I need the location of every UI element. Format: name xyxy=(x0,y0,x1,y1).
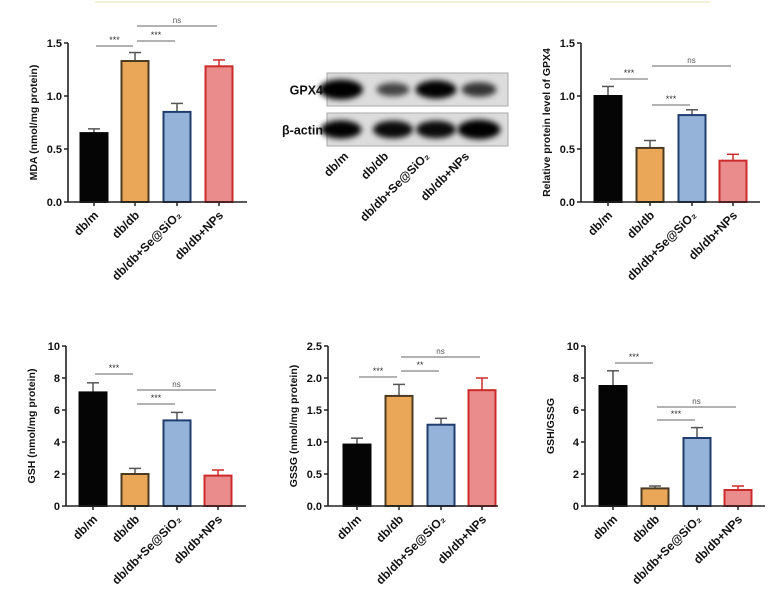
significance-label: *** xyxy=(624,68,635,78)
significance-label: ns xyxy=(692,397,700,406)
significance-label: *** xyxy=(109,363,120,373)
x-tick-label: db/m xyxy=(71,208,101,238)
significance-label: *** xyxy=(151,393,162,403)
y-axis-label: Relative protein level of GPX4 xyxy=(541,48,553,197)
x-tick-label: db/db xyxy=(109,512,142,545)
significance-label: ns xyxy=(436,347,444,356)
y-tick-label: 1.5 xyxy=(560,38,575,50)
y-tick-label: 10 xyxy=(567,341,579,353)
blot-band xyxy=(416,120,456,139)
y-tick-label: 8 xyxy=(54,373,60,385)
bar-1 xyxy=(342,443,372,507)
significance-label: *** xyxy=(666,94,677,104)
bar-1 xyxy=(79,132,109,204)
blot-band xyxy=(319,79,363,100)
blot-row-2: β-actin xyxy=(282,112,509,147)
significance-label: ns xyxy=(172,380,180,389)
y-tick-label: 6 xyxy=(54,405,60,417)
y-axis-label: MDA (nmol/mg protein) xyxy=(28,65,40,181)
significance-label: *** xyxy=(629,352,640,362)
bar-1 xyxy=(78,391,108,507)
x-tick-label: db/db xyxy=(629,512,662,545)
bar-2 xyxy=(640,487,670,507)
y-tick-label: 1.5 xyxy=(47,38,62,50)
x-tick-label: db/m xyxy=(334,512,364,542)
significance-label: *** xyxy=(373,366,384,376)
chart-panel-4: 0.0 0.5 1.0 1.5 2.0 2.5 GSSG (nmol/mg protein)… xyxy=(288,341,498,587)
y-tick-label: 8 xyxy=(573,373,579,385)
y-axis-label: GSH (nmol/mg protein) xyxy=(26,369,38,484)
bar-2 xyxy=(635,146,665,204)
y-tick-label: 4 xyxy=(54,437,61,449)
y-axis-label: GSH/GSSG xyxy=(545,398,557,454)
bar-2 xyxy=(120,473,150,507)
y-tick-label: 0.0 xyxy=(307,501,322,513)
y-tick-label: 0 xyxy=(573,501,579,513)
x-tick-label: db/db xyxy=(109,208,142,241)
bar-1 xyxy=(598,385,628,507)
bar-3 xyxy=(426,423,456,507)
bar-4 xyxy=(204,65,234,203)
blot-lane-label: db/db+Se@SiO₂ xyxy=(357,149,432,224)
bar-4 xyxy=(203,474,233,508)
y-tick-label: 6 xyxy=(573,405,579,417)
y-tick-label: 1.5 xyxy=(307,405,322,417)
y-tick-label: 0.0 xyxy=(560,197,575,209)
y-tick-label: 2 xyxy=(54,469,60,481)
y-tick-label: 10 xyxy=(48,341,60,353)
significance-label: *** xyxy=(151,30,162,40)
bar-1 xyxy=(593,95,623,203)
y-tick-label: 2.5 xyxy=(307,341,322,353)
bar-2 xyxy=(384,394,414,508)
y-tick-label: 2.0 xyxy=(307,373,322,385)
chart-panel-2: 0.0 0.5 1.0 1.5 Relative protein level of GP… xyxy=(541,38,760,283)
y-tick-label: 2 xyxy=(573,469,579,481)
bar-3 xyxy=(682,437,712,507)
blot-band xyxy=(415,80,457,99)
blot-band xyxy=(376,82,410,97)
blot-lane-label: db/db xyxy=(358,149,391,182)
chart-panel-1: 0.0 0.5 1.0 1.5 MDA (nmol/mg protein) db/m db/… xyxy=(28,16,247,283)
y-tick-label: 1.0 xyxy=(47,91,62,103)
significance-label: ns xyxy=(173,16,181,25)
bar-3 xyxy=(162,110,192,203)
blot-lane-label: db/m xyxy=(321,149,351,179)
y-tick-label: 0.0 xyxy=(47,197,62,209)
bar-4 xyxy=(718,159,748,204)
x-tick-label: db/m xyxy=(585,208,615,238)
significance-label: *** xyxy=(109,35,120,45)
bar-4 xyxy=(467,389,497,507)
blot-band xyxy=(320,120,362,139)
significance-label: ** xyxy=(416,360,424,370)
y-tick-label: 0 xyxy=(54,501,60,513)
blot-band xyxy=(461,82,497,97)
y-tick-label: 4 xyxy=(573,437,580,449)
blot-row-1: GPX4 xyxy=(290,72,509,107)
significance-label: *** xyxy=(671,409,682,419)
bar-3 xyxy=(162,419,192,507)
bar-4 xyxy=(723,489,753,507)
blot-band xyxy=(373,120,413,139)
x-tick-label: db/db xyxy=(373,512,406,545)
y-tick-label: 0.5 xyxy=(560,144,575,156)
x-tick-label: db/m xyxy=(590,512,620,542)
y-axis-label: GSSG (nmol/mg protein) xyxy=(288,365,300,488)
blot-row-label: β-actin xyxy=(282,124,323,138)
x-tick-label: db/db xyxy=(624,208,657,241)
x-tick-label: db/m xyxy=(70,512,100,542)
bar-3 xyxy=(677,114,707,203)
blot-row-label: GPX4 xyxy=(290,84,323,98)
y-tick-label: 1.0 xyxy=(560,91,575,103)
bar-2 xyxy=(120,60,150,203)
significance-label: ns xyxy=(687,56,695,65)
y-tick-label: 0.5 xyxy=(47,144,62,156)
y-tick-label: 1.0 xyxy=(307,437,322,449)
blot-band xyxy=(457,119,501,140)
y-tick-label: 0.5 xyxy=(307,469,322,481)
